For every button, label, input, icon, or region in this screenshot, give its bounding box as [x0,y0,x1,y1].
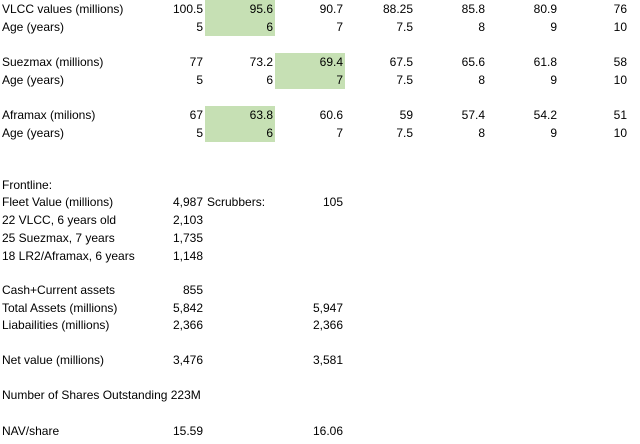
suezmax-fleet-label[interactable]: 25 Suezmax, 7 years [2,231,115,245]
fleet-value-label[interactable]: Fleet Value (millions) [2,195,114,209]
scrubbers-value-cell[interactable]: 105 [322,195,343,209]
aframax-value-cell[interactable]: 67 [189,108,203,122]
aframax-value-cell[interactable]: 54.2 [533,108,557,122]
vlcc-value-cell-highlighted[interactable]: 95.6 [205,0,275,18]
vlcc-age-cell[interactable]: 7 [336,20,343,34]
scrubbers-label[interactable]: Scrubbers: [207,195,266,209]
fleet-value-cell[interactable]: 4,987 [172,195,203,209]
aframax-age-cell-highlighted[interactable]: 6 [205,124,275,142]
suezmax-value-cell[interactable]: 67.5 [389,55,413,69]
aframax-age-cell[interactable]: 8 [478,126,485,140]
aframax-age-cell[interactable]: 5 [196,126,203,140]
nav-per-share-alt-cell[interactable]: 16.06 [312,424,343,438]
vlcc-value-cell[interactable]: 85.8 [461,2,485,16]
nav-per-share-label[interactable]: NAV/share [2,424,60,438]
suezmax-value-cell[interactable]: 61.8 [533,55,557,69]
cash-label[interactable]: Cash+Current assets [2,283,116,297]
suezmax-age-cell-highlighted[interactable]: 7 [275,71,345,89]
total-assets-label[interactable]: Total Assets (millions) [2,301,118,315]
aframax-value-cell-highlighted[interactable]: 63.8 [205,106,275,124]
suezmax-age-label[interactable]: Age (years) [2,73,65,87]
lr2-fleet-value-cell[interactable]: 1,148 [172,249,203,263]
suezmax-age-cell[interactable]: 10 [613,73,627,87]
vlcc-value-cell[interactable]: 90.7 [319,2,343,16]
vlcc-age-cell[interactable]: 5 [196,20,203,34]
liabilities-label[interactable]: Liabailities (millions) [2,318,110,332]
net-value-label[interactable]: Net value (millions) [2,353,105,367]
aframax-value-cell[interactable]: 57.4 [461,108,485,122]
vlcc-age-cell[interactable]: 8 [478,20,485,34]
vlcc-age-cell[interactable]: 10 [613,20,627,34]
vlcc-fleet-value-cell[interactable]: 2,103 [172,213,203,227]
nav-per-share-value-cell[interactable]: 15.59 [172,424,203,438]
liabilities-alt-cell[interactable]: 2,366 [312,318,343,332]
suezmax-age-cell[interactable]: 7.5 [396,73,413,87]
vlcc-value-cell[interactable]: 80.9 [533,2,557,16]
aframax-age-cell[interactable]: 10 [613,126,627,140]
vlcc-value-cell[interactable]: 88.25 [382,2,413,16]
aframax-value-cell[interactable]: 51 [613,108,627,122]
suezmax-age-cell[interactable]: 6 [266,73,273,87]
vlcc-fleet-label[interactable]: 22 VLCC, 6 years old [2,213,117,227]
net-value-cell[interactable]: 3,476 [172,353,203,367]
suezmax-value-cell[interactable]: 58 [613,55,627,69]
cash-value-cell[interactable]: 855 [182,283,203,297]
aframax-value-cell[interactable]: 60.6 [319,108,343,122]
suezmax-age-cell[interactable]: 9 [550,73,557,87]
liabilities-value-cell[interactable]: 2,366 [172,318,203,332]
suezmax-values-label[interactable]: Suezmax (millions) [2,55,104,69]
suezmax-value-cell[interactable]: 73.2 [249,55,273,69]
suezmax-age-cell[interactable]: 8 [478,73,485,87]
suezmax-value-cell[interactable]: 77 [189,55,203,69]
vlcc-age-cell[interactable]: 7.5 [396,20,413,34]
vlcc-age-cell-highlighted[interactable]: 6 [205,18,275,36]
suezmax-age-cell[interactable]: 5 [196,73,203,87]
aframax-value-cell[interactable]: 59 [399,108,413,122]
aframax-age-label[interactable]: Age (years) [2,126,65,140]
vlcc-age-label[interactable]: Age (years) [2,20,65,34]
aframax-age-cell[interactable]: 7.5 [396,126,413,140]
aframax-age-cell[interactable]: 9 [550,126,557,140]
net-value-alt-cell[interactable]: 3,581 [312,353,343,367]
suezmax-value-cell[interactable]: 65.6 [461,55,485,69]
aframax-values-label[interactable]: Aframax (milions) [2,108,96,122]
suezmax-fleet-value-cell[interactable]: 1,735 [172,231,203,245]
lr2-fleet-label[interactable]: 18 LR2/Aframax, 6 years [2,249,135,263]
aframax-age-cell[interactable]: 7 [336,126,343,140]
vlcc-values-label[interactable]: VLCC values (millions) [2,2,124,16]
vlcc-value-cell[interactable]: 76 [613,2,627,16]
shares-outstanding-label[interactable]: Number of Shares Outstanding 223M [2,388,201,402]
suezmax-value-cell-highlighted[interactable]: 69.4 [275,53,345,71]
total-assets-alt-cell[interactable]: 5,947 [312,301,343,315]
vlcc-age-cell[interactable]: 9 [550,20,557,34]
vlcc-value-cell[interactable]: 100.5 [172,2,203,16]
total-assets-value-cell[interactable]: 5,842 [172,301,203,315]
frontline-header[interactable]: Frontline: [2,178,53,192]
